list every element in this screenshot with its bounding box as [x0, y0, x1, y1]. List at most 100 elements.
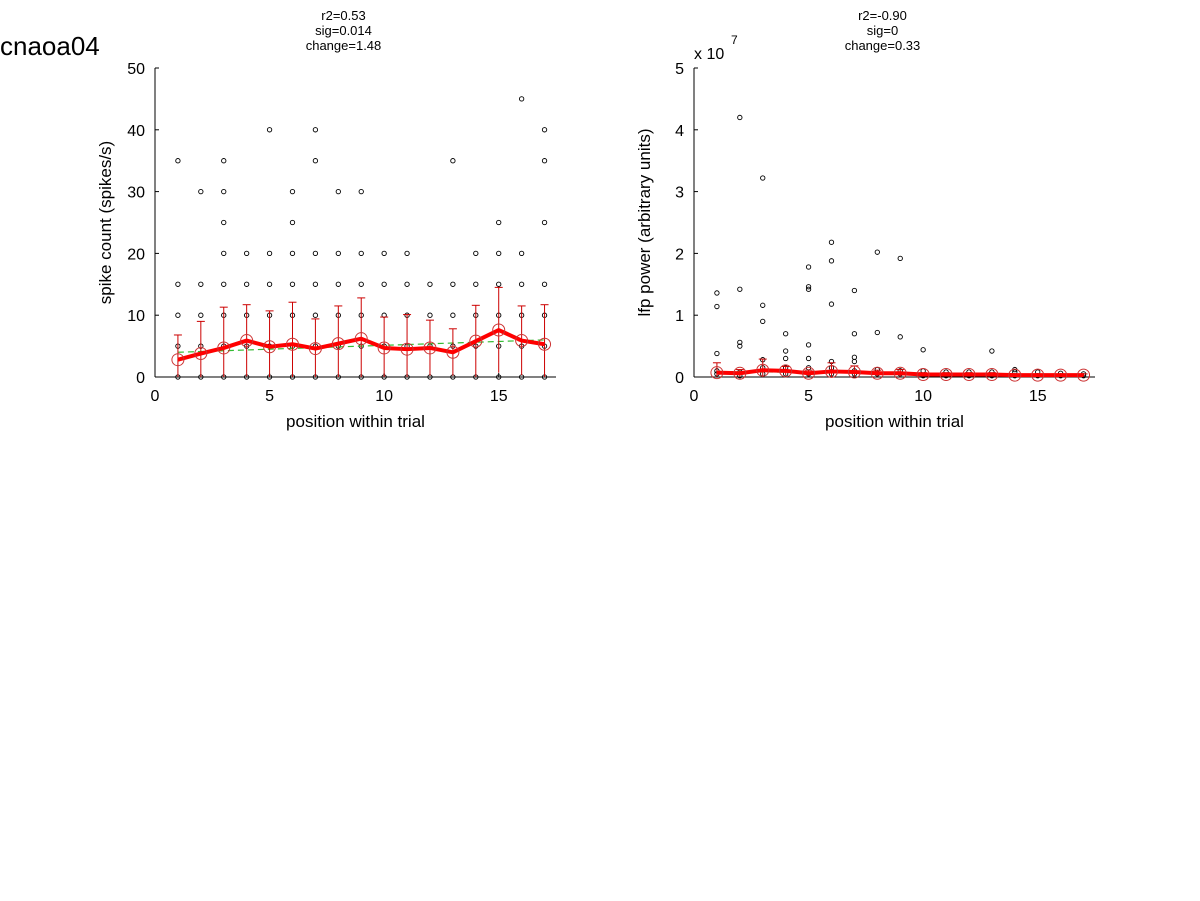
data-point	[851, 354, 858, 360]
stat-line: change=1.48	[306, 38, 382, 53]
mean-marker	[217, 341, 231, 355]
mean-marker	[194, 347, 208, 361]
data-point	[358, 281, 364, 287]
data-point	[714, 290, 720, 296]
mean-marker	[354, 332, 368, 346]
mean-marker	[423, 341, 437, 355]
data-point	[897, 255, 903, 261]
data-point	[358, 188, 364, 195]
data-point	[450, 312, 456, 318]
x-tick-label: 0	[151, 388, 160, 405]
data-point	[805, 342, 812, 348]
data-point	[541, 158, 548, 164]
data-point	[783, 331, 789, 337]
data-point	[541, 281, 548, 287]
data-point	[244, 281, 250, 287]
mean-marker	[870, 366, 884, 380]
data-point	[989, 348, 995, 354]
mean-marker	[847, 365, 861, 379]
data-point	[541, 127, 548, 133]
data-point	[335, 250, 341, 257]
mean-marker	[962, 368, 976, 382]
data-point	[518, 281, 525, 287]
mean-marker	[377, 341, 391, 355]
mean-marker	[331, 337, 345, 351]
page-title: cnaoa04	[0, 31, 100, 61]
data-point	[221, 250, 227, 257]
data-point	[198, 188, 204, 195]
data-point	[496, 374, 502, 380]
data-point	[358, 250, 364, 257]
x-tick-label: 15	[490, 388, 508, 405]
y-tick-label: 0	[136, 370, 145, 387]
x-tick-label: 10	[375, 388, 393, 405]
mean-marker	[492, 323, 506, 337]
data-point	[496, 219, 502, 226]
data-point	[289, 281, 296, 287]
data-point	[714, 303, 720, 310]
data-point	[518, 250, 525, 257]
y-tick-label: 50	[127, 61, 145, 78]
data-point	[221, 219, 227, 226]
data-point	[828, 301, 835, 307]
mean-marker	[939, 368, 953, 382]
mean-marker	[538, 337, 552, 351]
spike-count-chart: 0 5 10 15 0 10 20 30 40 50 position within trial sp…	[96, 8, 556, 431]
data-point	[828, 258, 835, 264]
data-point	[760, 175, 766, 181]
data-point	[783, 348, 789, 354]
mean-marker	[515, 334, 529, 348]
data-point	[541, 219, 548, 226]
data-point	[312, 312, 319, 318]
mean-marker	[400, 342, 414, 356]
y-axis-label: spike count (spikes/s)	[96, 141, 115, 304]
mean-marker	[733, 366, 747, 380]
mean-marker	[985, 368, 999, 382]
data-point	[381, 250, 387, 257]
data-point	[312, 127, 319, 133]
stat-line: sig=0	[867, 23, 898, 38]
data-point	[289, 219, 296, 226]
data-point	[175, 312, 181, 318]
data-point	[473, 281, 479, 287]
y-tick-label: 5	[675, 61, 684, 78]
data-point	[760, 302, 766, 308]
data-point	[714, 350, 720, 357]
mean-line	[177, 328, 545, 362]
mean-marker	[1077, 368, 1091, 382]
mean-marker	[263, 340, 277, 354]
mean-marker	[710, 366, 724, 380]
data-point	[404, 281, 410, 287]
data-point	[450, 281, 456, 287]
stat-line: change=0.33	[845, 38, 921, 53]
mean-marker	[1031, 368, 1045, 382]
x-axis-label: position within trial	[286, 412, 425, 431]
data-point	[244, 250, 250, 257]
data-point	[175, 158, 181, 164]
x-axis-label: position within trial	[825, 412, 964, 431]
y-tick-label: 2	[675, 246, 684, 263]
data-point	[805, 284, 812, 290]
data-point	[760, 318, 766, 325]
data-point	[312, 281, 319, 287]
data-point	[175, 281, 181, 287]
data-point	[289, 188, 296, 195]
mean-marker	[802, 366, 816, 380]
mean-marker	[285, 337, 299, 351]
x-tick-label: 5	[265, 388, 274, 405]
data-point	[783, 355, 789, 362]
data-point	[897, 334, 903, 340]
exponent-label: x 10	[694, 46, 724, 63]
data-point	[381, 281, 387, 287]
x-tick-label: 10	[914, 388, 932, 405]
data-point	[851, 287, 858, 294]
y-tick-label: 1	[675, 308, 684, 325]
mean-marker	[824, 364, 838, 378]
y-tick-label: 10	[127, 308, 145, 325]
data-point	[851, 358, 858, 365]
mean-marker	[1008, 368, 1022, 382]
data-point	[874, 329, 880, 336]
data-point	[805, 286, 812, 292]
data-point	[312, 158, 319, 164]
stat-line: sig=0.014	[315, 23, 372, 38]
